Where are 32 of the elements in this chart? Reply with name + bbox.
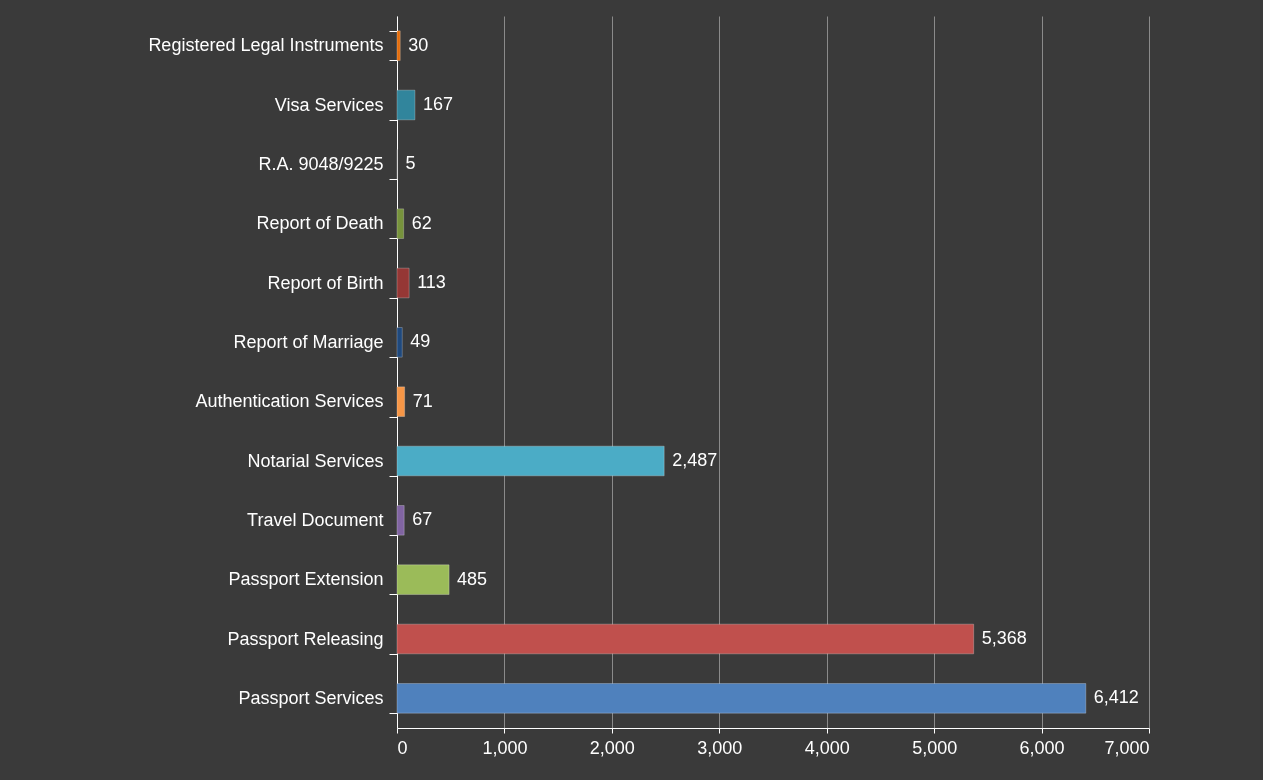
data-label: 67 bbox=[412, 509, 433, 530]
x-tick-label: 3,000 bbox=[697, 737, 743, 758]
data-label: 6,412 bbox=[1093, 687, 1139, 708]
y-tick-label: Passport Releasing bbox=[227, 628, 384, 649]
data-label: 5,368 bbox=[981, 628, 1027, 648]
data-label: 62 bbox=[411, 212, 432, 233]
y-tick-label: Passport Services bbox=[238, 687, 384, 708]
x-tick-label: 2,000 bbox=[589, 737, 635, 758]
x-tick-label: 5,000 bbox=[912, 737, 958, 758]
data-label: 5 bbox=[405, 153, 416, 174]
y-tick-label: Report of Death bbox=[256, 213, 384, 234]
y-tick-label: Report of Birth bbox=[267, 272, 384, 293]
data-label: 49 bbox=[410, 331, 431, 352]
data-label: 113 bbox=[417, 272, 446, 292]
data-label: 30 bbox=[408, 34, 429, 55]
y-tick-label: Registered Legal Instruments bbox=[148, 35, 384, 56]
x-tick-label: 1,000 bbox=[482, 737, 528, 758]
data-label: 2,487 bbox=[672, 450, 718, 470]
y-tick-label: R.A. 9048/9225 bbox=[258, 153, 384, 174]
data-label: 167 bbox=[422, 94, 453, 114]
x-tick-label: 7,000 bbox=[1104, 737, 1150, 758]
data-label: 485 bbox=[457, 568, 488, 589]
y-tick-label: Travel Document bbox=[247, 509, 384, 530]
x-tick-label: 0 bbox=[397, 737, 408, 758]
data-label: 71 bbox=[412, 390, 433, 411]
x-tick-label: 6,000 bbox=[1019, 737, 1065, 758]
y-tick-label: Notarial Services bbox=[247, 450, 384, 471]
x-tick-label: 4,000 bbox=[804, 737, 850, 758]
y-tick-label: Authentication Services bbox=[195, 391, 384, 412]
y-tick-label: Passport Extension bbox=[228, 569, 384, 590]
y-tick-label: Visa Services bbox=[274, 94, 384, 115]
y-tick-label: Report of Marriage bbox=[233, 331, 384, 352]
